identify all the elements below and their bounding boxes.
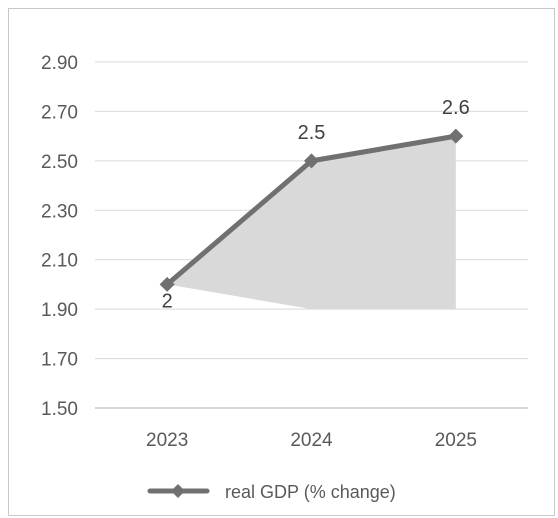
x-tick-label: 2024	[290, 430, 333, 451]
x-tick-label: 2025	[435, 430, 477, 451]
legend-marker	[171, 484, 185, 498]
legend: real GDP (% change)	[147, 482, 396, 502]
y-tick-label: 1.90	[41, 300, 78, 321]
y-axis-ticks: 2.90 2.70 2.50 2.30 2.10 1.90 1.70 1.50	[41, 53, 78, 420]
y-tick-label: 2.70	[41, 102, 78, 123]
data-labels: 2 2.5 2.6	[162, 97, 470, 312]
series-points	[159, 128, 464, 292]
data-point-marker	[159, 276, 175, 292]
y-tick-label: 2.30	[41, 201, 78, 222]
data-point-marker	[304, 153, 319, 169]
shaded-area-region	[167, 136, 456, 310]
data-label: 2	[162, 290, 173, 312]
data-label: 2.5	[298, 122, 326, 144]
data-label: 2.6	[442, 97, 470, 119]
shaded-area	[167, 136, 456, 310]
y-tick-label: 1.50	[41, 399, 78, 420]
y-tick-label: 2.50	[41, 152, 78, 173]
x-axis-ticks: 2023 2024 2025	[146, 430, 477, 451]
y-tick-label: 2.10	[41, 251, 78, 272]
x-tick-label: 2023	[146, 430, 188, 451]
legend-label: real GDP (% change)	[225, 482, 396, 502]
y-tick-label: 2.90	[41, 53, 78, 74]
data-point-marker	[448, 128, 464, 144]
y-tick-label: 1.70	[41, 350, 78, 371]
